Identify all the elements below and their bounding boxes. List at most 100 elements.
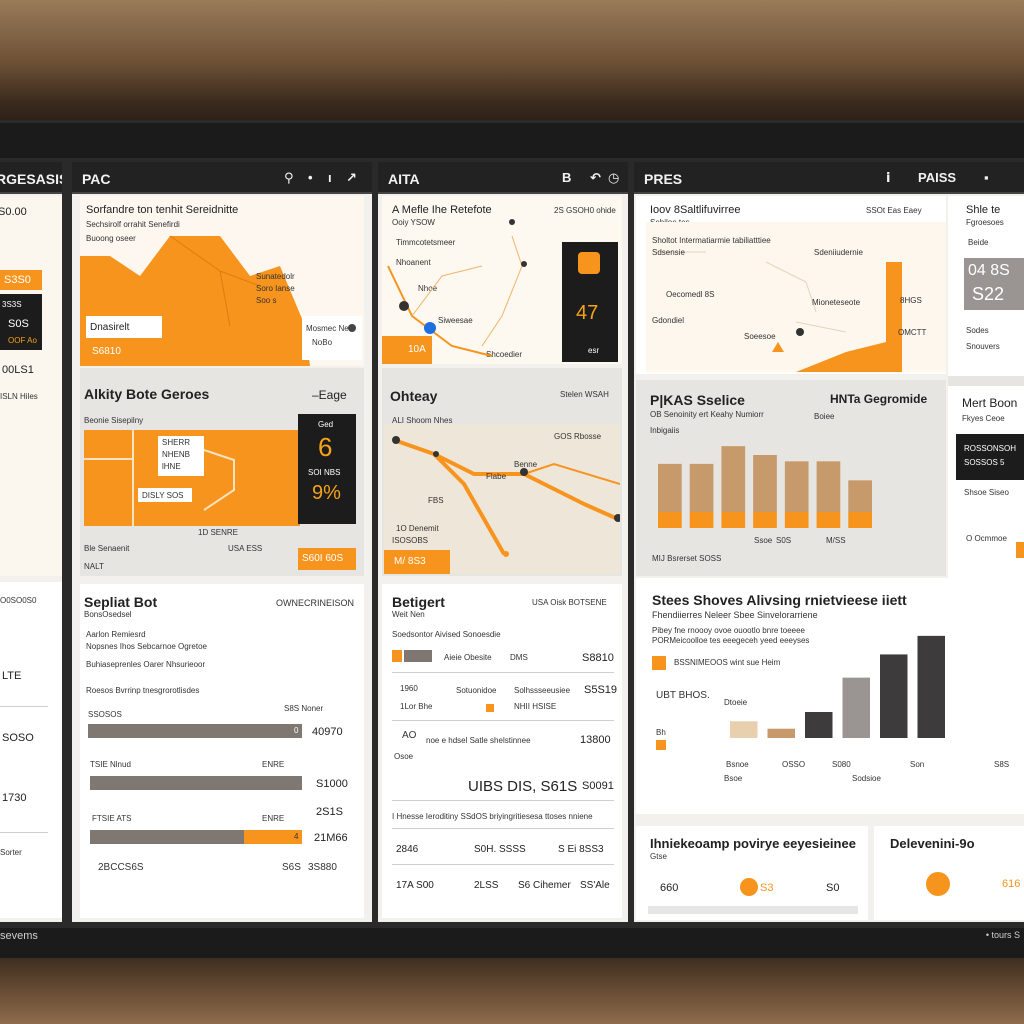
- menu-icon[interactable]: ▪: [984, 170, 989, 185]
- col0-value-5: OOF Ao: [8, 336, 37, 345]
- col4-sub2: Beide: [968, 238, 989, 247]
- bar-base-4: [753, 512, 777, 528]
- col1-hbar-2: [90, 776, 302, 790]
- col1-card3-p6: S8S Noner: [284, 704, 324, 713]
- col3-card5-title: Delevenini-9o: [890, 836, 975, 851]
- bar-2: [689, 463, 714, 512]
- col2-r1-mid: Aieie Obesite: [444, 653, 492, 662]
- bar-1: [730, 721, 758, 738]
- bar-3: [805, 712, 833, 738]
- col2-r1-value: S8810: [582, 652, 614, 664]
- column-2-head-right[interactable]: B: [562, 170, 572, 185]
- bar-6: [816, 461, 841, 512]
- col0-card-1: S0.00 S3S0 3S3S S0S OOF Ao 00LS1 ISLN Hi…: [0, 196, 62, 576]
- col1-card2-title: Alkity Bote Geroes: [84, 386, 210, 402]
- search-icon[interactable]: ⚲: [284, 170, 294, 185]
- col3-trend-label-3: Bh: [656, 728, 666, 737]
- col3-trend-note-7: S8S: [994, 760, 1010, 769]
- col1-card1-c1: Mosmec Ne: [306, 324, 349, 333]
- col2-r1-mid2: DMS: [510, 653, 528, 662]
- column-3-head-right[interactable]: PAISS: [918, 170, 957, 185]
- col2-total-label: UIBS DIS, S61S: [468, 778, 578, 795]
- col1-geo-bl: Ble Senaenit: [84, 544, 130, 553]
- col0-card-2: O0SO0S0 LTE SOSO 1730 Sorter: [0, 582, 62, 918]
- col3-card4-scroll[interactable]: [648, 906, 858, 914]
- col1-card2-right[interactable]: –Eage: [312, 388, 347, 402]
- col3-card3-sub3: PORMeicoolloe tes eeegeceh yeed eeeyses: [652, 636, 810, 645]
- col2-r4-label2: Osoe: [394, 752, 414, 761]
- col2-r6-mid2: S Ei 8SS3: [558, 844, 604, 855]
- pin-icon[interactable]: ı: [328, 170, 332, 185]
- col0-value-11: 1730: [2, 792, 27, 804]
- col3-bar-chart: [658, 446, 872, 528]
- col4-heading-2: Mert Boon: [962, 396, 1018, 410]
- bar-base-3: [721, 512, 746, 528]
- col1-side-box: [302, 316, 362, 360]
- col2-r3-label: 1Lor Bhe: [400, 702, 433, 711]
- col1-card3-sub: BonsOsedsel: [84, 610, 132, 619]
- col3-trend-note-5: Sodsioe: [852, 774, 881, 783]
- col2-divider-5: [392, 864, 614, 865]
- col3-card3-title: Stees Shoves Alivsing rnietvieese iiett: [652, 592, 907, 608]
- col1-geo-labelbox2: [138, 488, 192, 502]
- col2-net-base-text: M/ 8S3: [394, 556, 426, 567]
- column-3-title: PRES: [644, 171, 683, 187]
- map-marker-icon[interactable]: [348, 324, 356, 332]
- col2-divider-3: [392, 800, 614, 801]
- col0-value-2: S3S0: [4, 274, 31, 286]
- col1-geo-label-1: SHERR: [162, 438, 191, 447]
- col2-network-card: Ohteay Stelen WSAH ALI Shoom Nhes GOS Rb…: [382, 368, 622, 576]
- col4-kpi-2: S22: [972, 284, 1005, 304]
- col3-trend-mini: [656, 740, 666, 750]
- col2-divider-2: [392, 720, 614, 721]
- undo-icon[interactable]: ↶: [590, 170, 601, 185]
- fruit-icon: [740, 878, 758, 896]
- col4-orange-chip: [1016, 542, 1024, 558]
- expand-icon[interactable]: ↗: [346, 170, 357, 185]
- col4-title: Shle te: [966, 204, 1001, 216]
- col3-card2-foot3: S0S: [776, 536, 792, 545]
- col0-value-12: Sorter: [0, 848, 22, 857]
- col2-route-label-4: Siweesae: [438, 316, 473, 325]
- info-icon[interactable]: ⅰ: [886, 170, 891, 185]
- col1-card3-right: OWNECRINEISON: [276, 598, 355, 608]
- col3-trend-note-2: Bsoe: [724, 774, 743, 783]
- status-bar-right: • tours S: [985, 930, 1020, 940]
- clock-icon[interactable]: ◷: [608, 170, 620, 185]
- col3-card1-topright: SSOt Eas Eaey: [866, 206, 922, 215]
- bar-6: [917, 635, 945, 738]
- col2-stat-icon: [578, 252, 600, 274]
- col2-total-value: S0091: [582, 780, 614, 792]
- col1-hbar-4-end: 4: [294, 832, 299, 841]
- col0-value-9: LTE: [2, 670, 22, 682]
- col1-card1-sub1: Sechsirolf orrahit Senefirdi: [86, 220, 180, 229]
- col2-card2-title: Ohteay: [390, 388, 438, 404]
- col2-net-label-3: Flabe: [486, 472, 507, 481]
- col3-map-label-3: Sdeniiudernie: [814, 248, 863, 257]
- col3-trend-label-2: UBT BHOS.: [656, 690, 710, 701]
- col2-card1-title: A Mefle Ihe Retefote: [392, 204, 492, 216]
- col3-card2-foot2: Ssoe: [754, 536, 773, 545]
- col2-network-map: [384, 424, 620, 574]
- col1-geo-card: Alkity Bote Geroes –Eage Beonie Sisepiln…: [80, 368, 364, 576]
- col2-card1-sub: Ooiy YSOW: [392, 218, 435, 227]
- col2-r2-mid: Sotuonidoe: [456, 686, 497, 695]
- col1-card3-bottom-mid: S6S: [282, 862, 301, 873]
- col3-map-label-8: 8HGS: [900, 296, 922, 305]
- col2-card3-right: USA Oisk BOTSENE: [532, 598, 607, 607]
- col4-kpi-1: 04 8S: [968, 262, 1010, 279]
- col1-report-card: Sepliat Bot OWNECRINEISON BonsOsedsel Aa…: [80, 584, 364, 918]
- col1-hbar-3-label: FTSIE ATS: [92, 814, 132, 823]
- col3-card4-v2: S3: [760, 882, 774, 894]
- col2-r1-swatch: [392, 650, 402, 662]
- bar-4: [753, 455, 777, 512]
- col1-card3-p1: Aarlon Remiesrd: [86, 630, 146, 639]
- col2-card2-right: Stelen WSAH: [560, 390, 609, 399]
- col3-map-label-4: Oecomedl 8S: [666, 290, 715, 299]
- dot-icon[interactable]: •: [308, 170, 313, 185]
- col0-value-1: S0.00: [0, 206, 27, 218]
- col4-heading-2-sub: Fkyes Ceoe: [962, 414, 1005, 423]
- col3-trend-label-4: Dtoeie: [724, 698, 748, 707]
- col2-route-base-text: 10A: [408, 344, 426, 355]
